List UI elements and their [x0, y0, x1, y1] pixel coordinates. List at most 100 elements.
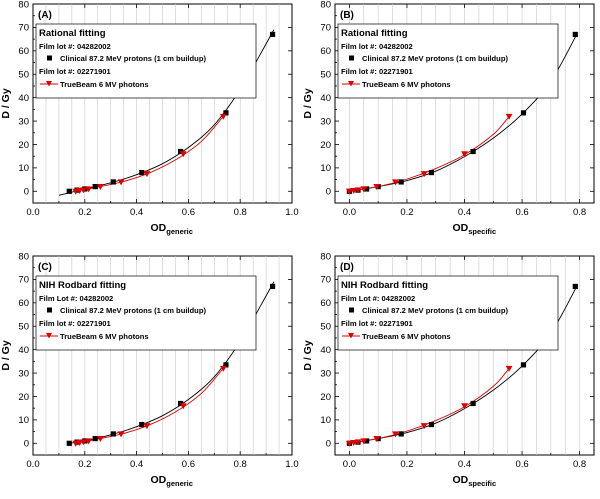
proton-data-point — [92, 184, 98, 190]
panel-label: (D) — [340, 262, 354, 273]
y-tick-label: 0 — [326, 187, 331, 198]
proton-data-point — [470, 400, 476, 407]
y-axis-title: D / Gy — [0, 340, 12, 371]
photon-data-point — [219, 113, 227, 120]
legend: NIH Rodbard fitting Film Lot #: 04282002… — [35, 275, 257, 351]
legend-triangle — [46, 333, 52, 339]
x-tick-label: 0.6 — [515, 207, 528, 218]
x-tick-label: 0.8 — [234, 207, 247, 218]
photon-fit-curve — [349, 116, 510, 192]
x-tick-label: 0.6 — [182, 207, 195, 218]
legend: NIH Rodbard fitting Film Lot #: 04282002… — [337, 275, 559, 351]
legend-proton-series: Clinical 87.2 MeV protons (1 cm buildup) — [60, 54, 206, 63]
legend-square — [349, 55, 354, 61]
x-axis-title-subscript: specific — [468, 479, 496, 488]
x-tick-label: 0.8 — [573, 207, 586, 218]
legend-proton-series: Clinical 87.2 MeV protons (1 cm buildup) — [362, 54, 508, 63]
x-axis-title-subscript: generic — [166, 479, 193, 488]
x-tick-label: 0.4 — [130, 459, 143, 470]
panel-d: 0.0 0.2 0.4 0.6 0.8 0 10 20 30 40 50 60 70 80 (D) NIH… — [302, 251, 595, 488]
x-tick-label: 0.0 — [26, 207, 39, 218]
legend-photon-series: TrueBeam 6 MV photons — [362, 332, 451, 341]
y-tick-label: 20 — [320, 392, 331, 403]
x-tick-label: 0.2 — [400, 459, 413, 470]
photon-data-point — [360, 438, 368, 445]
y-axis-title: D / Gy — [302, 340, 314, 371]
x-tick-label: 0.4 — [458, 207, 471, 218]
photon-data-point — [354, 187, 362, 194]
x-tick-label: 0.8 — [234, 459, 247, 470]
proton-data-point — [92, 436, 98, 442]
photon-data-point — [179, 151, 187, 158]
y-tick-label: 60 — [18, 46, 29, 57]
proton-data-point — [398, 431, 404, 437]
y-tick-label: 40 — [18, 345, 29, 356]
photon-data-point — [80, 439, 87, 446]
legend-triangle-marker — [40, 81, 58, 87]
y-tick-label: 70 — [18, 23, 29, 34]
photon-data-point — [117, 431, 125, 438]
proton-data-point — [66, 440, 72, 446]
photon-data-point — [345, 440, 353, 447]
legend-film-lot-2: Film lot #: 02271901 — [341, 319, 414, 328]
legend-box — [35, 23, 257, 99]
x-tick-label: 1.0 — [285, 459, 298, 470]
photon-data-point — [345, 188, 353, 195]
photon-data-point — [76, 440, 84, 446]
y-tick-label: 70 — [18, 275, 29, 286]
legend-square — [47, 55, 52, 61]
x-axis-title-subscript: specific — [468, 227, 496, 236]
legend-photon-series: TrueBeam 6 MV photons — [60, 332, 149, 341]
legend-square-marker — [47, 307, 52, 313]
legend-square-marker — [349, 307, 354, 313]
photon-fit-curve — [74, 116, 224, 192]
y-axis-title: D / Gy — [0, 88, 12, 119]
x-axis-title: ODgeneric — [151, 474, 193, 488]
legend-square-marker — [47, 55, 52, 61]
x-axis-title-main: OD — [453, 222, 469, 234]
legend-fit-title: NIH Rodbard fitting — [341, 280, 428, 291]
axis-ticks: 0.0 0.2 0.4 0.6 0.8 0 10 20 30 40 50 60 70 80 — [320, 251, 594, 470]
x-tick-label: 0.0 — [26, 459, 39, 470]
axis-ticks: 0.0 0.2 0.4 0.6 0.8 0 10 20 30 40 50 60 70 80 — [320, 0, 594, 218]
x-tick-label: 0.4 — [458, 459, 471, 470]
panel-b: 0.0 0.2 0.4 0.6 0.8 0 10 20 30 40 50 60 70 80 (B) Rat… — [302, 0, 595, 236]
x-tick-label: 0.8 — [573, 459, 586, 470]
x-tick-label: 0.6 — [515, 459, 528, 470]
y-tick-label: 60 — [320, 298, 331, 309]
proton-data-point — [223, 362, 229, 368]
data-markers — [345, 31, 578, 195]
y-tick-label: 40 — [18, 93, 29, 104]
y-tick-label: 10 — [18, 415, 29, 426]
x-axis-title: ODspecific — [453, 222, 497, 236]
y-tick-label: 40 — [320, 345, 331, 356]
photon-data-point — [80, 187, 87, 194]
proton-data-point — [223, 110, 229, 116]
proton-data-point — [139, 421, 145, 428]
y-axis-title: D / Gy — [302, 88, 314, 119]
photon-data-point — [420, 171, 428, 178]
y-tick-label: 10 — [18, 163, 29, 174]
y-tick-label: 20 — [18, 392, 29, 403]
x-axis-title-main: OD — [151, 474, 167, 486]
x-tick-label: 0.0 — [343, 207, 356, 218]
data-markers — [66, 283, 276, 447]
legend-triangle-marker — [40, 333, 58, 339]
x-axis-title: ODspecific — [453, 474, 497, 488]
proton-data-point — [428, 169, 435, 176]
legend-box — [337, 23, 559, 99]
legend-film-lot-1: Film lot #: 04282002 — [341, 42, 413, 51]
y-tick-label: 80 — [320, 251, 331, 262]
axis-ticks: 0.0 0.2 0.4 0.6 0.8 1.0 0 10 20 30 40 50 60 70 80 — [18, 251, 298, 470]
proton-data-point — [398, 179, 404, 185]
legend-film-lot-1: Film Lot #: 04282002 — [341, 294, 415, 303]
axis-ticks: 0.0 0.2 0.4 0.6 0.8 1.0 0 10 20 30 40 50 60 70 80 — [18, 0, 298, 218]
photon-data-point — [117, 179, 125, 186]
photon-data-point — [96, 184, 104, 191]
photon-data-point — [350, 440, 358, 446]
legend-fit-title: Rational fitting — [39, 28, 106, 39]
legend-triangle-marker — [342, 81, 360, 87]
proton-data-point — [572, 31, 578, 38]
